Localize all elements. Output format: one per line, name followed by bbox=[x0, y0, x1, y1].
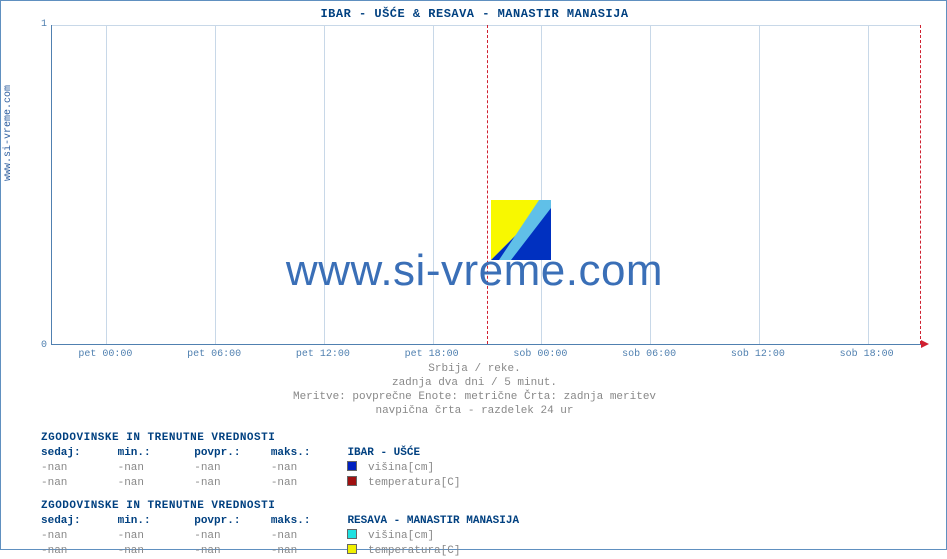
stats-title: ZGODOVINSKE IN TRENUTNE VREDNOSTI bbox=[41, 499, 519, 514]
col-povpr: povpr.: bbox=[194, 514, 264, 529]
watermark-text: www.si-vreme.com bbox=[1, 246, 947, 296]
ytick-1: 1 bbox=[31, 19, 47, 30]
stats-header-row: sedaj: min.: povpr.: maks.: RESAVA - MAN… bbox=[41, 514, 519, 529]
val: -nan bbox=[118, 476, 188, 491]
xtick-label: pet 06:00 bbox=[184, 349, 244, 360]
ytick-0: 0 bbox=[31, 340, 47, 351]
stats-block-2: ZGODOVINSKE IN TRENUTNE VREDNOSTI sedaj:… bbox=[41, 499, 519, 559]
swatch-icon bbox=[347, 529, 357, 539]
col-min: min.: bbox=[118, 514, 188, 529]
vgridline bbox=[868, 25, 869, 344]
series-label: višina[cm] bbox=[368, 530, 434, 542]
xtick-label: sob 00:00 bbox=[510, 349, 570, 360]
xtick-label: sob 06:00 bbox=[619, 349, 679, 360]
val: -nan bbox=[194, 476, 264, 491]
subtitle-1: Srbija / reke. bbox=[1, 363, 947, 375]
val: -nan bbox=[194, 544, 264, 559]
stats-title: ZGODOVINSKE IN TRENUTNE VREDNOSTI bbox=[41, 431, 460, 446]
swatch-icon bbox=[347, 461, 357, 471]
val: -nan bbox=[271, 529, 341, 544]
val: -nan bbox=[41, 461, 111, 476]
stats-row: -nan -nan -nan -nan temperatura[C] bbox=[41, 544, 519, 559]
series-label: višina[cm] bbox=[368, 462, 434, 474]
col-sedaj: sedaj: bbox=[41, 514, 111, 529]
val: -nan bbox=[118, 461, 188, 476]
series-label: temperatura[C] bbox=[368, 545, 460, 557]
subtitle-4: navpična črta - razdelek 24 ur bbox=[1, 405, 947, 417]
vgridline bbox=[650, 25, 651, 344]
day-divider-line bbox=[487, 25, 488, 344]
xtick-label: pet 18:00 bbox=[402, 349, 462, 360]
val: -nan bbox=[118, 529, 188, 544]
swatch-icon bbox=[347, 544, 357, 554]
stats-row: -nan -nan -nan -nan višina[cm] bbox=[41, 529, 519, 544]
series-name-2: RESAVA - MANASTIR MANASIJA bbox=[347, 515, 519, 527]
vgridline bbox=[433, 25, 434, 344]
vgridline bbox=[106, 25, 107, 344]
vgridline bbox=[759, 25, 760, 344]
swatch-icon bbox=[347, 476, 357, 486]
series-label: temperatura[C] bbox=[368, 477, 460, 489]
subtitle-2: zadnja dva dni / 5 minut. bbox=[1, 377, 947, 389]
col-min: min.: bbox=[118, 446, 188, 461]
col-maks: maks.: bbox=[271, 446, 341, 461]
xtick-label: pet 00:00 bbox=[75, 349, 135, 360]
val: -nan bbox=[41, 529, 111, 544]
vgridline bbox=[541, 25, 542, 344]
val: -nan bbox=[271, 461, 341, 476]
stats-row: -nan -nan -nan -nan temperatura[C] bbox=[41, 476, 460, 491]
xtick-label: sob 18:00 bbox=[837, 349, 897, 360]
xtick-label: pet 12:00 bbox=[293, 349, 353, 360]
plot-area: 1 0 pet 00:00pet 06:00pet 12:00pet 18:00… bbox=[51, 25, 921, 345]
axis-arrow-icon bbox=[921, 340, 929, 348]
chart-container: www.si-vreme.com IBAR - UŠĆE & RESAVA - … bbox=[0, 0, 947, 550]
val: -nan bbox=[194, 461, 264, 476]
side-site-label: www.si-vreme.com bbox=[3, 85, 14, 181]
vgridline bbox=[215, 25, 216, 344]
col-povpr: povpr.: bbox=[194, 446, 264, 461]
val: -nan bbox=[271, 476, 341, 491]
xtick-label: sob 12:00 bbox=[728, 349, 788, 360]
val: -nan bbox=[41, 544, 111, 559]
col-maks: maks.: bbox=[271, 514, 341, 529]
stats-header-row: sedaj: min.: povpr.: maks.: IBAR - UŠĆE bbox=[41, 446, 460, 461]
stats-block-1: ZGODOVINSKE IN TRENUTNE VREDNOSTI sedaj:… bbox=[41, 431, 460, 491]
val: -nan bbox=[41, 476, 111, 491]
val: -nan bbox=[118, 544, 188, 559]
subtitle-3: Meritve: povprečne Enote: metrične Črta:… bbox=[1, 391, 947, 403]
val: -nan bbox=[271, 544, 341, 559]
col-sedaj: sedaj: bbox=[41, 446, 111, 461]
chart-title: IBAR - UŠĆE & RESAVA - MANASTIR MANASIJA bbox=[1, 7, 947, 21]
vgridline bbox=[324, 25, 325, 344]
plot-axes bbox=[51, 25, 921, 345]
day-divider-line bbox=[920, 25, 921, 344]
val: -nan bbox=[194, 529, 264, 544]
stats-row: -nan -nan -nan -nan višina[cm] bbox=[41, 461, 460, 476]
series-name-1: IBAR - UŠĆE bbox=[347, 447, 420, 459]
